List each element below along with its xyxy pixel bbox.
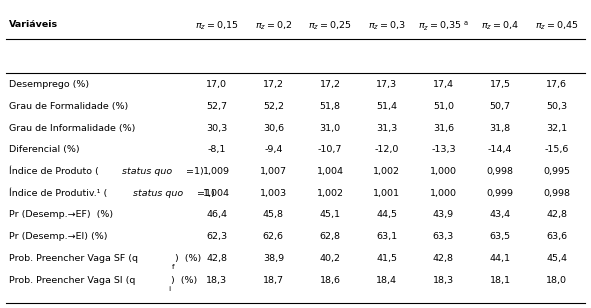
Text: 18,0: 18,0 (546, 276, 567, 285)
Text: 50,7: 50,7 (489, 102, 511, 111)
Text: 42,8: 42,8 (206, 254, 227, 263)
Text: )  (%): ) (%) (171, 276, 197, 285)
Text: )  (%): ) (%) (176, 254, 202, 263)
Text: 44,1: 44,1 (489, 254, 511, 263)
Text: Diferencial (%): Diferencial (%) (9, 145, 79, 154)
Text: 1,004: 1,004 (317, 167, 343, 176)
Text: -14,4: -14,4 (488, 145, 512, 154)
Text: 46,4: 46,4 (206, 210, 227, 220)
Text: 45,1: 45,1 (320, 210, 340, 220)
Text: 43,9: 43,9 (433, 210, 454, 220)
Text: 18,6: 18,6 (320, 276, 340, 285)
Text: -9,4: -9,4 (264, 145, 282, 154)
Text: -8,1: -8,1 (207, 145, 226, 154)
Text: 52,2: 52,2 (263, 102, 284, 111)
Text: Grau de Formalidade (%): Grau de Formalidade (%) (9, 102, 128, 111)
Text: 51,4: 51,4 (376, 102, 397, 111)
Text: -10,7: -10,7 (318, 145, 342, 154)
Text: 45,4: 45,4 (546, 254, 567, 263)
Text: $\pi_z = 0{,}45$: $\pi_z = 0{,}45$ (535, 20, 579, 32)
Text: 51,0: 51,0 (433, 102, 454, 111)
Text: 40,2: 40,2 (320, 254, 340, 263)
Text: $\pi_z = 0{,}25$: $\pi_z = 0{,}25$ (309, 20, 352, 32)
Text: 17,2: 17,2 (263, 80, 284, 89)
Text: 63,1: 63,1 (376, 232, 397, 241)
Text: status quo: status quo (133, 189, 183, 198)
Text: 0,995: 0,995 (543, 167, 570, 176)
Text: Grau de Informalidade (%): Grau de Informalidade (%) (9, 124, 135, 132)
Text: =1): =1) (186, 167, 203, 176)
Text: 62,6: 62,6 (263, 232, 284, 241)
Text: 31,0: 31,0 (320, 124, 340, 132)
Text: 17,5: 17,5 (489, 80, 511, 89)
Text: 38,9: 38,9 (263, 254, 284, 263)
Text: 31,6: 31,6 (433, 124, 454, 132)
Text: 44,5: 44,5 (376, 210, 397, 220)
Text: Pr (Desemp.→EF)  (%): Pr (Desemp.→EF) (%) (9, 210, 113, 220)
Text: 1,003: 1,003 (260, 189, 287, 198)
Text: 0,998: 0,998 (543, 189, 570, 198)
Text: 18,7: 18,7 (263, 276, 284, 285)
Text: 52,7: 52,7 (206, 102, 227, 111)
Text: -12,0: -12,0 (375, 145, 399, 154)
Text: 1,001: 1,001 (374, 189, 400, 198)
Text: 1,000: 1,000 (430, 167, 457, 176)
Text: 63,5: 63,5 (489, 232, 511, 241)
Text: 63,6: 63,6 (546, 232, 567, 241)
Text: 18,3: 18,3 (433, 276, 454, 285)
Text: 31,8: 31,8 (489, 124, 511, 132)
Text: $\pi_z = 0{,}35\ ^{\mathrm{a}}$: $\pi_z = 0{,}35\ ^{\mathrm{a}}$ (418, 20, 469, 33)
Text: -15,6: -15,6 (544, 145, 569, 154)
Text: i: i (168, 286, 171, 292)
Text: Prob. Preencher Vaga SI (q: Prob. Preencher Vaga SI (q (9, 276, 135, 285)
Text: 18,4: 18,4 (376, 276, 397, 285)
Text: 41,5: 41,5 (376, 254, 397, 263)
Text: 17,3: 17,3 (376, 80, 397, 89)
Text: Prob. Preencher Vaga SF (q: Prob. Preencher Vaga SF (q (9, 254, 138, 263)
Text: 1,002: 1,002 (374, 167, 400, 176)
Text: Índice de Produtiv.¹ (: Índice de Produtiv.¹ ( (9, 188, 107, 198)
Text: $\pi_z = 0{,}15$: $\pi_z = 0{,}15$ (195, 20, 238, 32)
Text: 50,3: 50,3 (546, 102, 567, 111)
Text: =1): =1) (197, 189, 215, 198)
Text: 17,6: 17,6 (546, 80, 567, 89)
Text: 17,2: 17,2 (320, 80, 340, 89)
Text: $\pi_z = 0{,}4$: $\pi_z = 0{,}4$ (481, 20, 519, 32)
Text: 1,007: 1,007 (260, 167, 287, 176)
Text: status quo: status quo (122, 167, 173, 176)
Text: 1,000: 1,000 (430, 189, 457, 198)
Text: 1,004: 1,004 (203, 189, 230, 198)
Text: Índice de Produto (: Índice de Produto ( (9, 167, 99, 176)
Text: 51,8: 51,8 (320, 102, 340, 111)
Text: 1,009: 1,009 (203, 167, 230, 176)
Text: 30,6: 30,6 (263, 124, 284, 132)
Text: 18,3: 18,3 (206, 276, 228, 285)
Text: 63,3: 63,3 (433, 232, 454, 241)
Text: Variáveis: Variáveis (9, 20, 58, 29)
Text: 18,1: 18,1 (489, 276, 511, 285)
Text: 0,999: 0,999 (486, 189, 514, 198)
Text: 32,1: 32,1 (546, 124, 567, 132)
Text: 62,8: 62,8 (320, 232, 340, 241)
Text: 31,3: 31,3 (376, 124, 397, 132)
Text: 17,4: 17,4 (433, 80, 454, 89)
Text: 45,8: 45,8 (263, 210, 284, 220)
Text: 62,3: 62,3 (206, 232, 228, 241)
Text: 17,0: 17,0 (206, 80, 227, 89)
Text: 42,8: 42,8 (546, 210, 567, 220)
Text: $\pi_z = 0{,}2$: $\pi_z = 0{,}2$ (255, 20, 292, 32)
Text: -13,3: -13,3 (431, 145, 456, 154)
Text: 30,3: 30,3 (206, 124, 228, 132)
Text: 42,8: 42,8 (433, 254, 454, 263)
Text: Desemprego (%): Desemprego (%) (9, 80, 89, 89)
Text: 1,002: 1,002 (317, 189, 343, 198)
Text: f: f (172, 265, 174, 270)
Text: 0,998: 0,998 (486, 167, 514, 176)
Text: Pr (Desemp.→EI) (%): Pr (Desemp.→EI) (%) (9, 232, 108, 241)
Text: $\pi_z = 0{,}3$: $\pi_z = 0{,}3$ (368, 20, 405, 32)
Text: 43,4: 43,4 (489, 210, 511, 220)
